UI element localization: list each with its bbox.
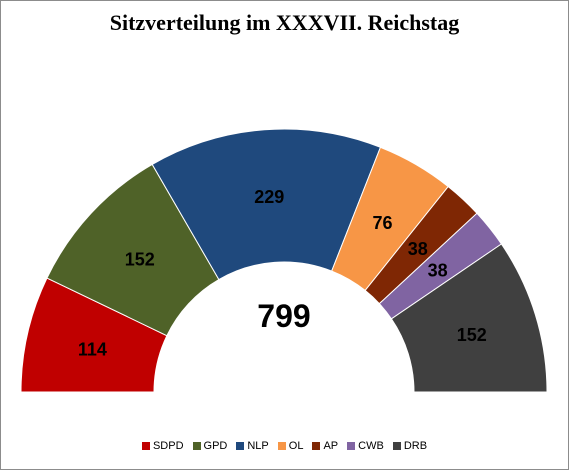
slice-drb	[390, 243, 548, 393]
legend-swatch	[236, 442, 245, 450]
chart-title: Sitzverteilung im XXXVII. Reichstag	[109, 10, 460, 35]
legend-item-nlp: NLP	[236, 440, 269, 452]
slice-label-sdpd: 114	[78, 339, 107, 359]
legend-label: GPD	[203, 440, 228, 452]
legend-label: CWB	[358, 440, 384, 452]
slice-label-nlp: 229	[254, 187, 284, 207]
legend-swatch	[277, 442, 286, 450]
legend-swatch	[141, 442, 150, 450]
legend-label: NLP	[247, 440, 269, 452]
slice-label-ap: 38	[408, 239, 428, 259]
slice-label-drb: 152	[457, 325, 487, 345]
legend-swatch	[392, 442, 401, 450]
legend-item-cwb: CWB	[347, 440, 384, 452]
slice-label-ol: 76	[372, 213, 392, 233]
legend: SDPD GPD NLP OL AP CWB DRB	[0, 440, 569, 452]
legend-swatch	[192, 442, 201, 450]
legend-item-sdpd: SDPD	[141, 440, 184, 452]
legend-swatch	[347, 442, 356, 450]
legend-item-ap: AP	[312, 440, 338, 452]
legend-item-ol: OL	[277, 440, 304, 452]
slice-label-cwb: 38	[428, 261, 448, 281]
legend-swatch	[312, 442, 321, 450]
legend-item-gpd: GPD	[192, 440, 228, 452]
legend-label: AP	[323, 440, 339, 452]
legend-label: SDPD	[152, 440, 184, 452]
legend-label: DRB	[403, 440, 428, 452]
legend-label: OL	[288, 440, 304, 452]
slice-nlp	[151, 128, 382, 281]
total-seats-label: 799	[257, 298, 310, 334]
legend-item-drb: DRB	[392, 440, 428, 452]
slice-label-gpd: 152	[125, 250, 155, 270]
